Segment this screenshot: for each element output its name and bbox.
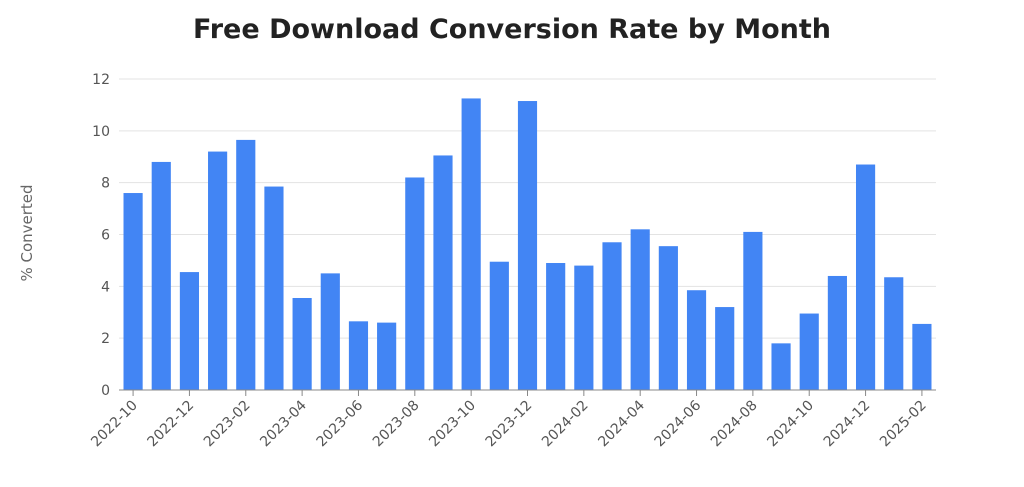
bar-2023-09 [433,155,453,390]
bar-2023-02 [236,139,256,390]
x-tick-label-2024-02: 2024-02 [539,398,592,451]
x-tick-label-2023-12: 2023-12 [483,398,536,451]
bar-2023-12 [517,101,538,390]
bar-2023-06 [348,321,369,390]
x-tick-label-2025-02: 2025-02 [877,398,930,451]
bar-2023-03 [264,186,284,390]
bar-2023-08 [405,177,425,390]
bar-2024-10 [799,313,819,390]
y-axis-ticks: 0 2 4 6 8 10 12 [92,72,110,399]
bar-2023-04 [292,297,312,390]
x-tick-label-2023-04: 2023-04 [257,397,310,450]
x-tick-label-2023-08: 2023-08 [370,398,423,451]
bar-2022-12 [179,272,200,390]
y-tick-label-12: 12 [92,72,110,88]
x-tick-label-2024-08: 2024-08 [708,398,761,451]
bar-2025-01 [884,277,904,390]
y-tick-label-8: 8 [101,176,110,192]
bar-2024-09 [771,343,791,390]
bar-2024-11 [827,275,847,390]
chart-title: Free Download Conversion Rate by Month [193,14,831,45]
bar-2022-11 [151,161,171,390]
bar-2023-07 [377,322,397,390]
x-tick-label-2024-04: 2024-04 [595,397,648,450]
x-axis-ticks: 2022-10 2022-12 2023-02 2023-04 2023-06 2023-… [88,390,930,450]
bar-2024-12 [855,164,876,390]
bar-2025-02 [912,323,932,390]
y-tick-label-2: 2 [101,331,110,347]
y-tick-label-10: 10 [92,124,110,140]
bar-2023-05 [320,273,340,390]
y-tick-label-4: 4 [101,279,110,295]
bar-2024-02 [574,265,594,390]
x-tick-label-2024-06: 2024-06 [652,397,705,450]
x-tick-label-2023-10: 2023-10 [426,398,479,451]
x-tick-label-2022-12: 2022-12 [145,398,198,451]
bar-2022-10 [123,193,143,390]
bar-2024-08 [743,231,763,390]
bar-2023-11 [489,261,509,390]
x-tick-label-2023-02: 2023-02 [201,398,254,451]
y-tick-label-6: 6 [101,228,110,244]
x-tick-label-2024-12: 2024-12 [821,398,874,451]
bar-2024-05 [658,246,678,390]
bar-2024-07 [715,307,735,390]
bar-2024-03 [602,242,622,390]
bar-2024-04 [630,229,650,390]
bar-2023-10 [461,98,481,390]
y-tick-label-0: 0 [101,383,110,399]
bar-2023-01 [208,151,228,390]
x-tick-label-2023-06: 2023-06 [314,397,367,450]
bars [123,98,932,390]
x-tick-label-2024-10: 2024-10 [764,398,817,451]
bar-2024-06 [686,290,707,390]
bar-2024-01 [546,263,566,390]
x-tick-label-2022-10: 2022-10 [88,398,141,451]
